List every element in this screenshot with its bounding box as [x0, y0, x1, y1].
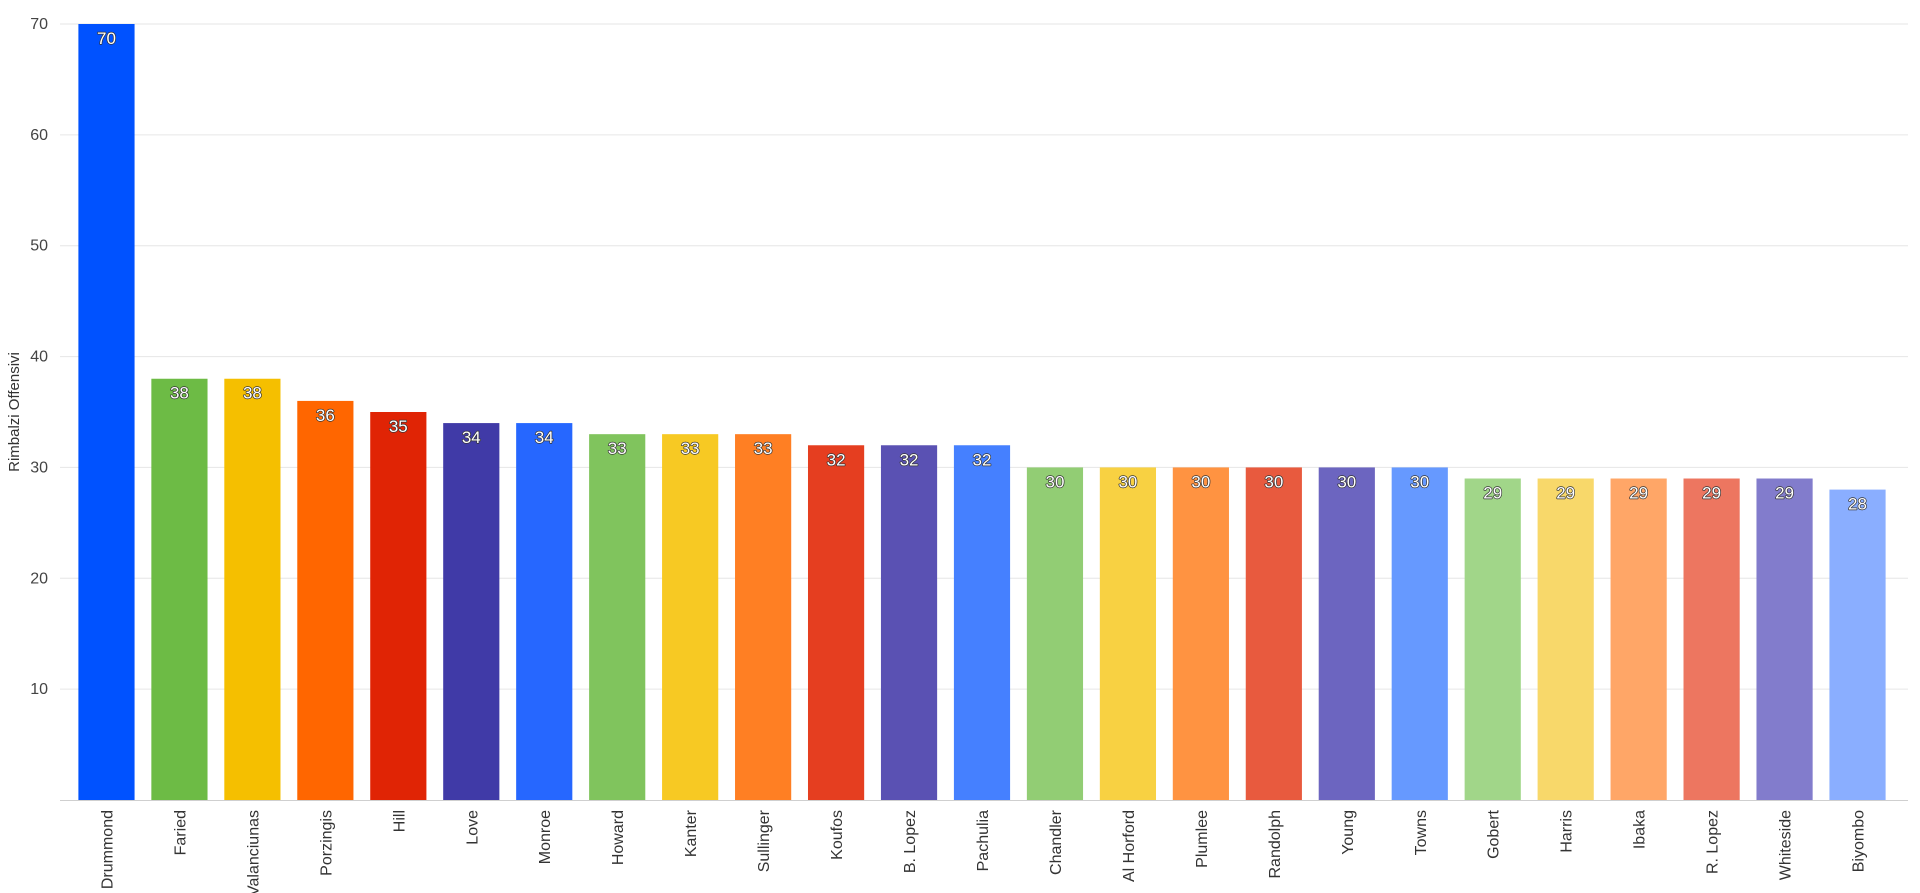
- data-label: 70: [97, 29, 116, 48]
- data-label: 29: [1629, 484, 1648, 503]
- bar[interactable]: [662, 434, 719, 800]
- bar[interactable]: [880, 445, 938, 800]
- bar[interactable]: [1464, 478, 1521, 800]
- bar[interactable]: [1683, 478, 1740, 800]
- x-tick-label: Al Horford: [1121, 810, 1138, 882]
- x-tick-label: Young: [1340, 810, 1357, 855]
- x-tick-label: Gobert: [1486, 809, 1503, 858]
- data-label: 34: [535, 428, 554, 447]
- data-label: 30: [1264, 472, 1283, 491]
- y-tick-label: 30: [30, 459, 48, 476]
- x-tick-label: Chandler: [1048, 809, 1065, 875]
- bar[interactable]: [1829, 489, 1886, 800]
- bar[interactable]: [1610, 478, 1667, 800]
- y-tick-label: 10: [30, 681, 48, 698]
- x-tick-label: Hill: [391, 810, 408, 832]
- bar[interactable]: [224, 378, 281, 800]
- bar[interactable]: [1245, 467, 1302, 800]
- y-axis-title: Rimbalzi Offensivi: [6, 352, 23, 472]
- x-tick-label: B. Lopez: [902, 810, 919, 873]
- x-tick-label: Faried: [172, 810, 189, 855]
- data-label: 30: [1410, 472, 1429, 491]
- data-label: 38: [170, 384, 189, 403]
- y-tick-label: 20: [30, 570, 48, 587]
- bar[interactable]: [1318, 467, 1375, 800]
- x-tick-label: Valanciunas: [245, 810, 262, 893]
- bar[interactable]: [807, 445, 865, 800]
- bar[interactable]: [1391, 467, 1448, 800]
- data-label: 30: [1118, 472, 1137, 491]
- y-tick-label: 70: [30, 16, 48, 33]
- bar[interactable]: [589, 434, 646, 800]
- bar[interactable]: [1537, 478, 1594, 800]
- x-tick-label: Sullinger: [756, 809, 773, 872]
- data-label: 33: [608, 439, 627, 458]
- data-label: 32: [827, 450, 846, 469]
- data-label: 36: [316, 406, 335, 425]
- bars: [78, 24, 1886, 800]
- y-tick-label: 60: [30, 127, 48, 144]
- x-tick-label: Randolph: [1267, 810, 1284, 879]
- bar[interactable]: [151, 378, 208, 800]
- bar[interactable]: [735, 434, 792, 800]
- bar[interactable]: [1172, 467, 1229, 800]
- data-label: 38: [243, 384, 262, 403]
- bar[interactable]: [516, 423, 573, 800]
- y-axis-ticks: 10 20 30 40 50 60 70: [30, 16, 48, 698]
- data-label: 34: [462, 428, 481, 447]
- bar[interactable]: [953, 445, 1011, 800]
- data-label: 30: [1337, 472, 1356, 491]
- data-label: 30: [1191, 472, 1210, 491]
- y-tick-label: 40: [30, 349, 48, 366]
- y-tick-label: 50: [30, 238, 48, 255]
- x-tick-label: Howard: [610, 810, 627, 865]
- x-tick-label: Whiteside: [1778, 810, 1795, 880]
- bar[interactable]: [1026, 467, 1084, 800]
- data-label: 35: [389, 417, 408, 436]
- x-tick-label: Pachulia: [975, 810, 992, 871]
- data-label: 29: [1483, 484, 1502, 503]
- data-label: 33: [681, 439, 700, 458]
- x-tick-label: Kanter: [683, 809, 700, 857]
- bar[interactable]: [1099, 467, 1157, 800]
- x-tick-label: Koufos: [829, 810, 846, 860]
- data-label: 29: [1775, 484, 1794, 503]
- bar[interactable]: [297, 400, 354, 800]
- x-tick-label: Harris: [1559, 810, 1576, 853]
- data-label: 28: [1848, 495, 1867, 514]
- bar[interactable]: [78, 24, 135, 800]
- x-tick-label: Porzingis: [318, 810, 335, 876]
- x-tick-label: Drummond: [99, 810, 116, 889]
- data-label: 32: [900, 450, 919, 469]
- data-labels: 70 38 38 36 35 34 34 33 33 33 32 32 32 30 30 30 30 30 30 29…: [96, 28, 1867, 514]
- data-label: 32: [973, 450, 992, 469]
- x-tick-label: Ibaka: [1632, 810, 1649, 849]
- x-tick-label: Biyombo: [1851, 810, 1868, 872]
- data-label: 33: [754, 439, 773, 458]
- bar[interactable]: [370, 412, 427, 800]
- x-tick-label: R. Lopez: [1705, 810, 1722, 874]
- x-tick-label: Monroe: [537, 810, 554, 864]
- x-tick-label: Plumlee: [1194, 810, 1211, 868]
- x-axis-categories: Drummond Faried Valanciunas Porzingis Hill Lo…: [99, 809, 1867, 893]
- data-label: 29: [1556, 484, 1575, 503]
- bar[interactable]: [443, 423, 500, 800]
- data-label: 29: [1702, 484, 1721, 503]
- x-tick-label: Love: [464, 810, 481, 845]
- data-label: 30: [1045, 472, 1064, 491]
- x-tick-label: Towns: [1413, 810, 1430, 855]
- bar[interactable]: [1756, 478, 1813, 800]
